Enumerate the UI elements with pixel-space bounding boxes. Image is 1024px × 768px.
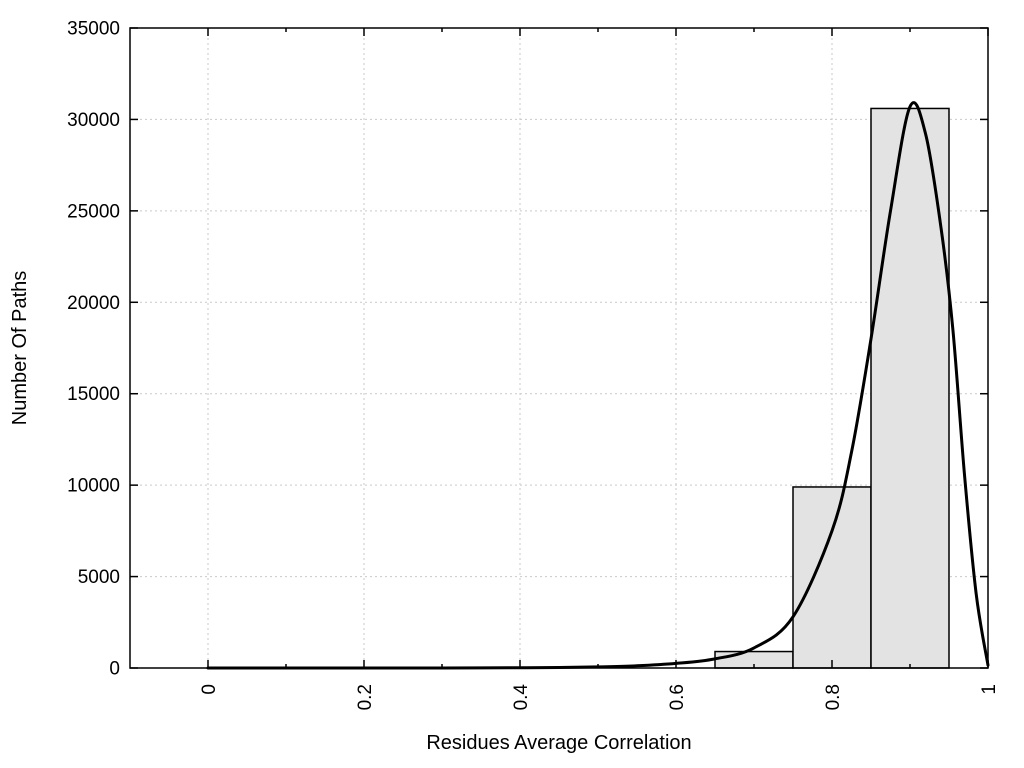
tick-label-layer: 0 5000 10000 15000 20000 25000 30000 35000 0 0.2 0… — [67, 19, 1000, 711]
axis-layer — [129, 27, 989, 669]
y-tick-label: 5000 — [78, 567, 120, 588]
x-tick-label: 0.8 — [823, 684, 844, 710]
x-axis-title: Residues Average Correlation — [426, 732, 691, 754]
histogram-bar — [792, 486, 872, 669]
plot-border — [129, 27, 989, 669]
y-tick-label: 15000 — [67, 384, 120, 405]
y-tick-label: 20000 — [67, 293, 120, 314]
y-tick-label: 30000 — [67, 110, 120, 131]
x-tick-label: 0 — [199, 684, 220, 695]
y-tick-label: 35000 — [67, 19, 120, 40]
y-axis-title: Number Of Paths — [9, 271, 31, 426]
x-tick-label: 0.4 — [511, 684, 532, 711]
x-tick-label: 0.2 — [355, 684, 376, 710]
y-tick-label: 25000 — [67, 201, 120, 222]
y-tick-label: 10000 — [67, 476, 120, 497]
x-tick-label: 1 — [979, 684, 1000, 695]
x-tick-label: 0.6 — [667, 684, 688, 710]
y-tick-label: 0 — [109, 659, 120, 680]
histogram-bars-layer — [714, 107, 950, 669]
